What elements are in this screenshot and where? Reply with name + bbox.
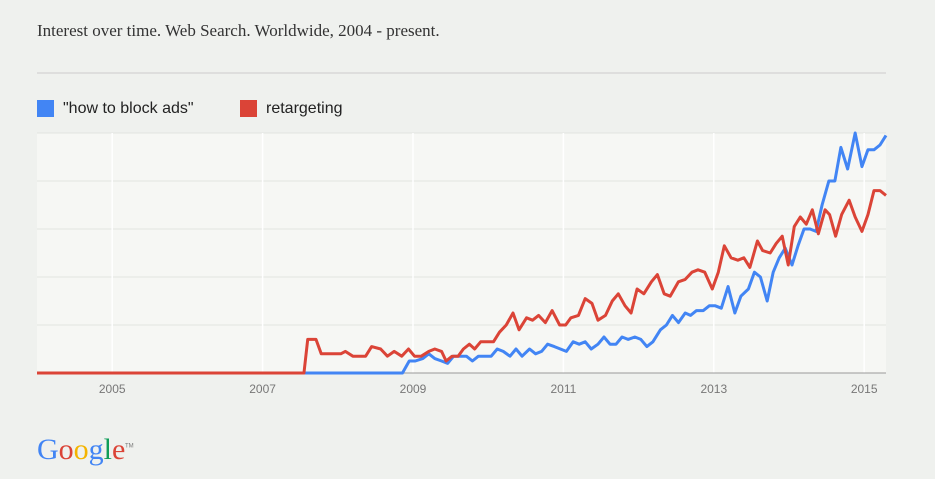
legend-label: "how to block ads" <box>63 100 194 117</box>
x-tick-label: 2011 <box>550 382 576 396</box>
x-tick-label: 2007 <box>249 382 276 396</box>
chart-title: Interest over time. Web Search. Worldwid… <box>37 21 440 40</box>
x-tick-label: 2015 <box>851 382 878 396</box>
logo-letter: o <box>74 433 89 466</box>
logo-letter: l <box>104 433 112 466</box>
plot-area <box>37 133 886 373</box>
x-tick-label: 2013 <box>700 382 727 396</box>
logo-letter: g <box>89 433 104 466</box>
series-line <box>37 189 887 375</box>
legend-label: retargeting <box>266 100 343 117</box>
series-line <box>37 131 888 375</box>
x-tick-label: 2005 <box>99 382 126 396</box>
legend-swatch <box>37 100 54 117</box>
logo-mark: TM <box>125 444 134 450</box>
legend-swatch <box>240 100 257 117</box>
logo: Google <box>37 433 125 466</box>
logo-letter: e <box>112 433 125 466</box>
x-tick-label: 2009 <box>400 382 427 396</box>
logo-letter: G <box>37 433 59 466</box>
logo-letter: o <box>59 433 74 466</box>
